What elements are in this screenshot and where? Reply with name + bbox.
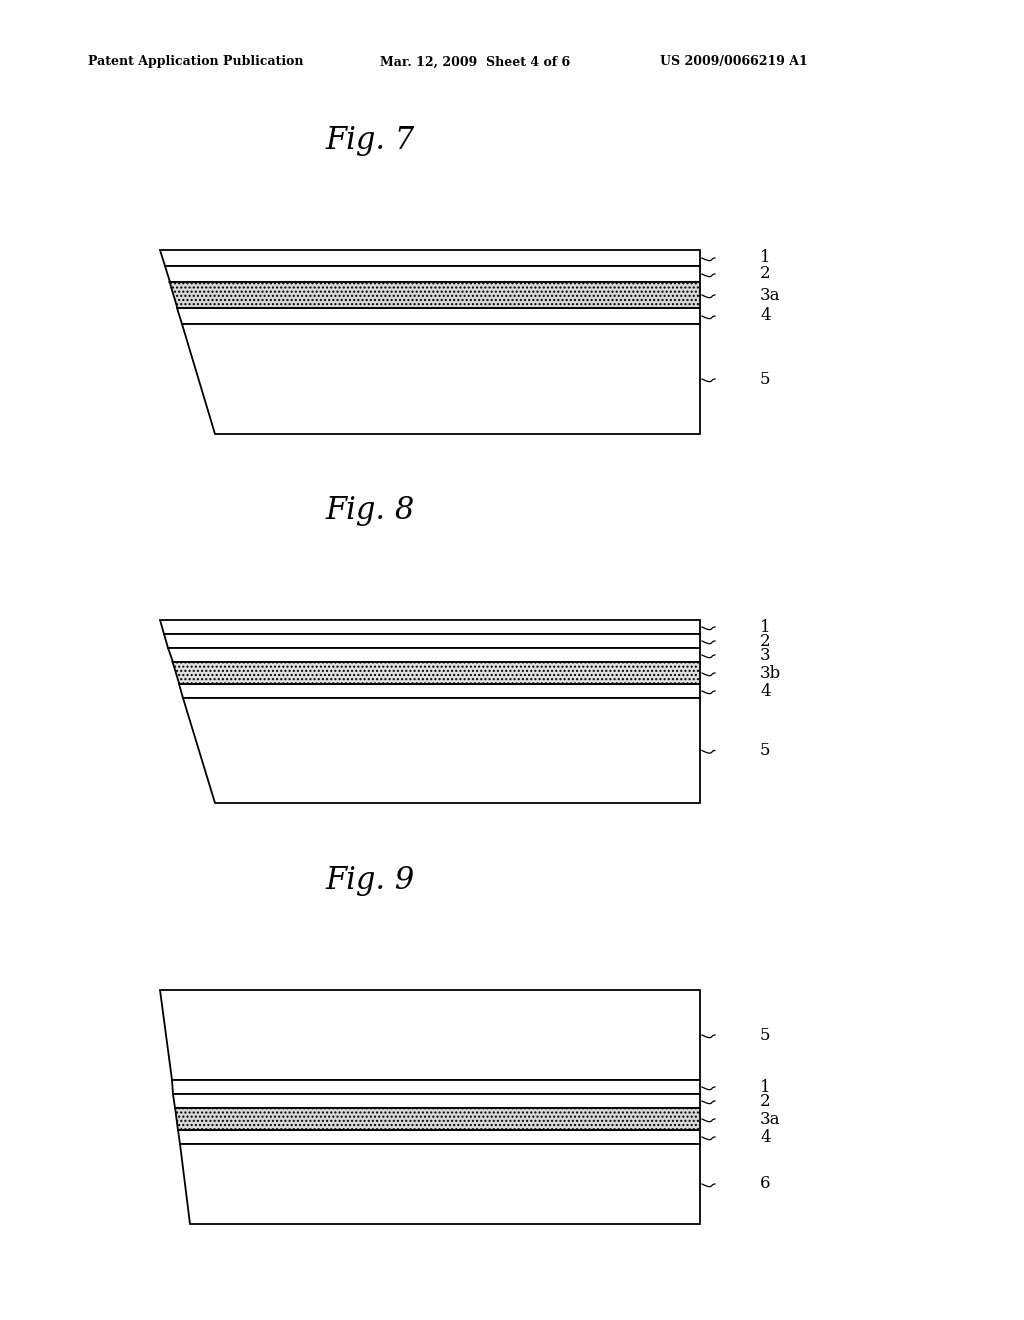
Polygon shape [177,308,700,323]
Polygon shape [173,663,700,684]
Text: 2: 2 [760,1093,771,1110]
Polygon shape [164,634,700,648]
Text: 3a: 3a [760,1110,780,1127]
Text: 1: 1 [760,1078,771,1096]
Polygon shape [172,1080,700,1094]
Polygon shape [170,282,700,308]
Text: Patent Application Publication: Patent Application Publication [88,55,303,69]
Polygon shape [160,249,700,267]
Polygon shape [179,684,700,698]
Text: 2: 2 [760,265,771,282]
Text: 1: 1 [760,619,771,635]
Polygon shape [168,648,700,663]
Polygon shape [173,1094,700,1107]
Text: 5: 5 [760,371,770,388]
Polygon shape [160,620,700,634]
Text: 1: 1 [760,249,771,267]
Text: 5: 5 [760,742,770,759]
Text: Fig. 8: Fig. 8 [326,495,415,525]
Text: 3: 3 [760,647,771,664]
Text: 4: 4 [760,1129,771,1146]
Text: US 2009/0066219 A1: US 2009/0066219 A1 [660,55,808,69]
Text: 6: 6 [760,1176,770,1192]
Polygon shape [165,267,700,282]
Text: Fig. 7: Fig. 7 [326,124,415,156]
Text: 3a: 3a [760,286,780,304]
Text: 5: 5 [760,1027,770,1044]
Text: 2: 2 [760,632,771,649]
Text: 4: 4 [760,682,771,700]
Polygon shape [182,323,700,434]
Polygon shape [180,1144,700,1224]
Polygon shape [175,1107,700,1130]
Polygon shape [160,990,700,1080]
Text: 4: 4 [760,308,771,325]
Text: Mar. 12, 2009  Sheet 4 of 6: Mar. 12, 2009 Sheet 4 of 6 [380,55,570,69]
Text: Fig. 9: Fig. 9 [326,865,415,895]
Text: 3b: 3b [760,664,781,681]
Polygon shape [178,1130,700,1144]
Polygon shape [183,698,700,803]
